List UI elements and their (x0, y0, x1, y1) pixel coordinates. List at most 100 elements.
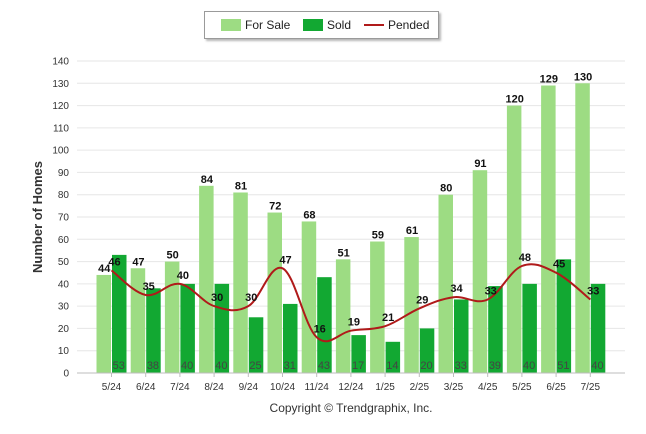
y-tick-label: 90 (58, 168, 70, 179)
label-for-sale: 129 (540, 74, 558, 86)
x-tick-label: 9/24 (239, 382, 259, 393)
label-sold: 40 (523, 360, 535, 372)
bar-sold (419, 328, 435, 373)
bar-for-sale (370, 241, 385, 373)
label-sold: 33 (455, 360, 467, 372)
bar-sold (351, 335, 366, 373)
label-sold: 51 (557, 360, 569, 372)
bar-sold (556, 259, 572, 373)
label-sold: 38 (147, 360, 159, 372)
label-for-sale: 81 (235, 180, 247, 192)
label-sold: 40 (591, 360, 603, 372)
bar-for-sale (404, 237, 419, 373)
y-tick-label: 30 (58, 302, 70, 313)
bar-for-sale (472, 170, 488, 373)
bar-sold (454, 299, 469, 373)
label-sold: 43 (318, 360, 330, 372)
x-tick-label: 1/25 (375, 382, 395, 393)
label-pended: 45 (553, 259, 565, 271)
label-pended: 29 (416, 294, 428, 306)
label-for-sale: 91 (474, 158, 486, 170)
y-axis-title: Number of Homes (30, 161, 45, 273)
label-sold: 53 (113, 360, 125, 372)
label-sold: 40 (215, 360, 227, 372)
x-tick-label: 10/24 (270, 382, 295, 393)
y-tick-label: 110 (53, 123, 69, 134)
for-sale-swatch-icon (221, 19, 241, 31)
bar-for-sale (301, 221, 317, 373)
label-sold: 20 (420, 360, 432, 372)
bar-sold (180, 283, 195, 373)
x-tick-label: 5/24 (102, 382, 122, 393)
y-tick-label: 50 (58, 257, 70, 268)
label-pended: 30 (245, 292, 257, 304)
bar-for-sale (233, 192, 248, 373)
chart-bars (96, 83, 606, 374)
bar-for-sale (575, 83, 590, 374)
x-axis: 5/24 6/24 7/24 8/24 9/24 10/24 11/24 12/24 1/25 2… (77, 372, 625, 393)
chart-line (110, 263, 591, 343)
x-tick-label: 2/25 (410, 382, 430, 393)
x-tick-label: 7/24 (170, 382, 190, 393)
copyright-text: Copyright © Trendgraphix, Inc. (269, 401, 433, 415)
legend: For Sale Sold Pended (204, 11, 439, 39)
bar-sold (283, 303, 298, 373)
y-tick-label: 60 (58, 235, 70, 246)
sold-swatch-icon (303, 19, 323, 31)
label-pended: 35 (143, 281, 155, 293)
label-pended: 21 (382, 312, 394, 324)
bar-for-sale (199, 185, 214, 373)
label-pended: 48 (519, 252, 531, 264)
label-sold: 39 (489, 360, 501, 372)
bar-sold (522, 283, 537, 373)
bar-for-sale (267, 212, 282, 373)
legend-label-sold: Sold (327, 18, 352, 32)
bar-for-sale (164, 261, 180, 373)
label-for-sale: 51 (338, 247, 350, 259)
y-tick-label: 40 (58, 279, 70, 290)
label-pended: 30 (211, 292, 223, 304)
label-sold: 25 (249, 360, 261, 372)
label-pended: 46 (108, 256, 120, 268)
legend-label-for-sale: For Sale (245, 18, 291, 32)
x-tick-label: 12/24 (338, 382, 363, 393)
x-tick-label: 7/25 (581, 382, 601, 393)
bar-sold (590, 283, 606, 373)
bar-for-sale (335, 259, 351, 373)
bar-for-sale (438, 194, 453, 373)
y-tick-label: 140 (52, 57, 69, 68)
label-for-sale: 130 (574, 71, 592, 83)
legend-item-sold[interactable]: Sold (303, 12, 351, 38)
x-tick-label: 8/24 (204, 382, 224, 393)
bar-for-sale (541, 85, 556, 373)
label-for-sale: 61 (406, 225, 418, 237)
x-tick-label: 6/25 (546, 382, 566, 393)
y-tick-label: 70 (58, 213, 70, 224)
label-for-sale: 44 (98, 263, 111, 275)
y-tick-label: 0 (63, 369, 69, 380)
label-for-sale: 68 (303, 209, 315, 221)
y-tick-label: 80 (58, 190, 70, 201)
y-tick-label: 120 (52, 101, 69, 112)
y-tick-label: 10 (58, 346, 70, 357)
label-sold: 14 (386, 360, 398, 372)
legend-item-pended[interactable]: Pended (364, 12, 429, 38)
label-sold: 31 (284, 360, 296, 372)
y-tick-label: 100 (52, 146, 69, 157)
pended-series-line (110, 263, 591, 343)
label-pended: 40 (177, 270, 189, 282)
bar-sold (214, 283, 230, 373)
label-pended: 33 (485, 285, 497, 297)
pended-line-icon (364, 24, 384, 26)
chart-data-labels: 44 53 46 47 38 35 50 40 40 84 40 30 81 25 30 72 31 47 68 43… (98, 71, 604, 372)
y-axis: 0 10 20 30 40 50 60 70 80 90 100 110 120 130 140 (52, 57, 69, 380)
label-pended: 16 (314, 323, 326, 335)
label-sold: 17 (352, 360, 364, 372)
bar-sold (146, 288, 161, 373)
label-for-sale: 80 (440, 183, 452, 195)
legend-item-for-sale[interactable]: For Sale (221, 12, 290, 38)
label-pended: 33 (587, 285, 599, 297)
label-pended: 47 (279, 254, 291, 266)
label-pended: 19 (348, 317, 360, 329)
